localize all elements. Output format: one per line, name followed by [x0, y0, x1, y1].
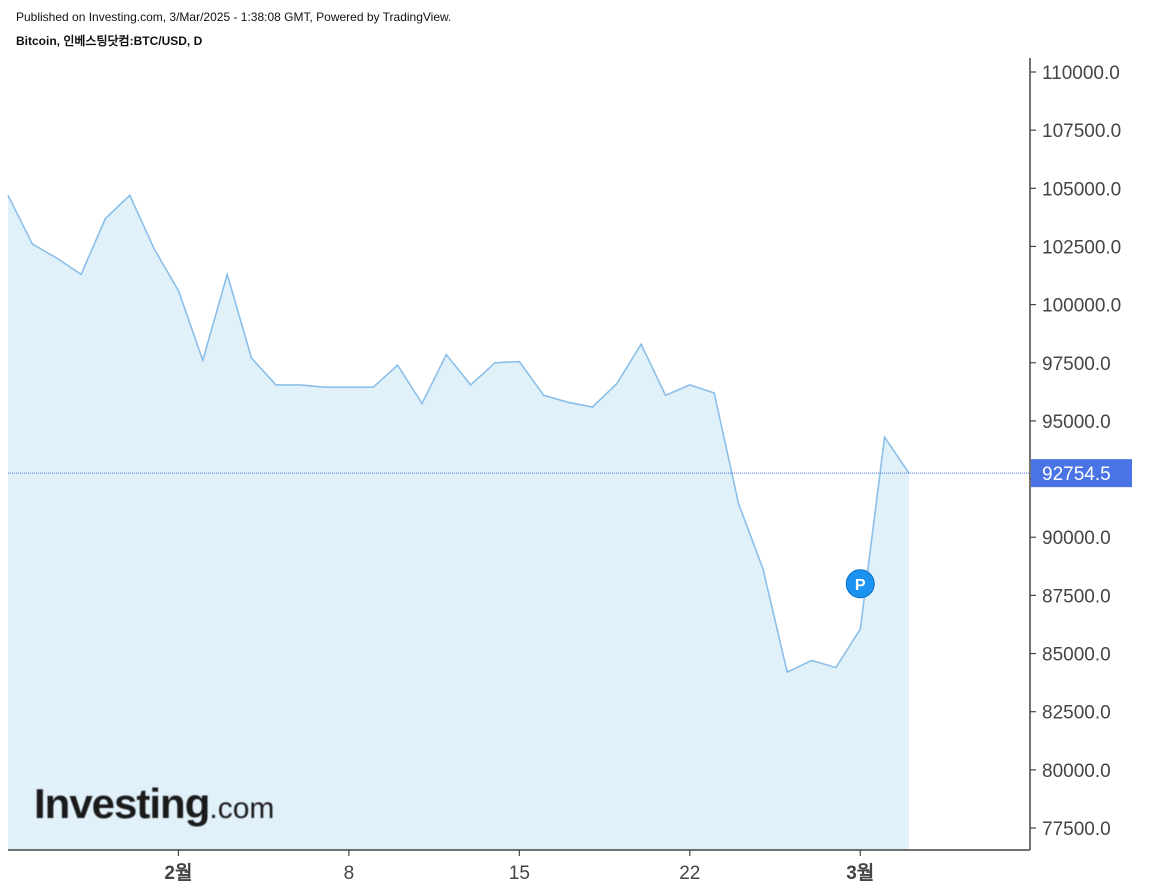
event-marker-label: P: [855, 577, 866, 594]
y-tick-label: 80000.0: [1042, 761, 1111, 782]
logo-tld: .com: [209, 792, 275, 825]
y-tick-label: 107500.0: [1042, 121, 1121, 142]
last-price-badge: 92754.5: [1031, 459, 1132, 488]
y-tick-label: 97500.0: [1042, 354, 1111, 375]
symbol-title: Bitcoin, 인베스팅닷컴:BTC/USD, D: [16, 34, 203, 48]
x-tick-label: 2월: [164, 862, 192, 884]
price-area-fill: [8, 195, 909, 851]
y-tick-label: 77500.0: [1042, 819, 1111, 840]
y-tick-label: 82500.0: [1042, 703, 1111, 724]
y-tick-label: 110000.0: [1042, 63, 1120, 84]
published-caption: Published on Investing.com, 3/Mar/2025 -…: [16, 10, 452, 24]
x-tick-label: 22: [679, 863, 700, 884]
y-tick-label: 102500.0: [1042, 237, 1121, 258]
last-price-badge-bg: [1031, 459, 1132, 488]
y-tick-label: 85000.0: [1042, 645, 1111, 666]
x-tick-label: 15: [509, 863, 530, 884]
y-tick-label: 90000.0: [1042, 528, 1111, 549]
y-tick-label: 100000.0: [1042, 296, 1121, 317]
x-tick-label: 3월: [846, 862, 874, 884]
investing-logo: Investing.com: [34, 780, 274, 828]
event-marker-circle[interactable]: [845, 569, 875, 599]
y-tick-label: 87500.0: [1042, 586, 1111, 607]
y-tick-label: 105000.0: [1042, 179, 1121, 200]
x-axis-ticks: 2월 8 15 22 3월: [164, 850, 874, 884]
x-tick-label: 8: [344, 863, 355, 884]
price-series-line: [7, 193, 910, 674]
logo-brand: Investing: [34, 780, 210, 827]
y-axis-ticks: 77500.0 80000.0 82500.0 85000.0 87500.0 90000…: [1030, 63, 1121, 840]
event-marker[interactable]: P: [845, 569, 875, 599]
last-price-label: 92754.5: [1042, 464, 1111, 485]
y-tick-label: 95000.0: [1042, 412, 1111, 433]
